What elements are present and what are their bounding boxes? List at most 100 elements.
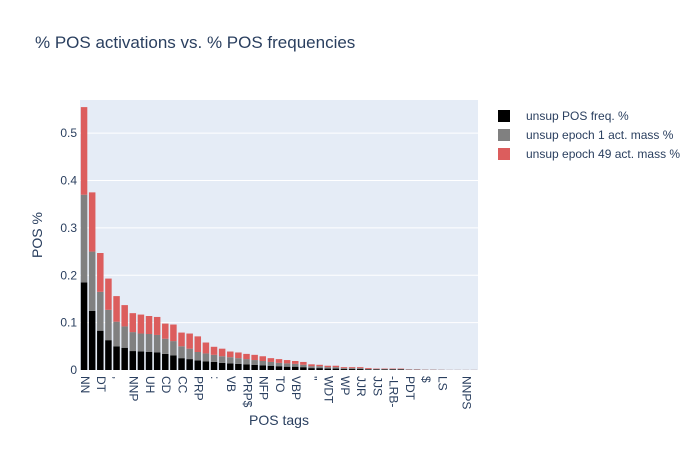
bar-segment[interactable] [178, 332, 185, 347]
bar-segment[interactable] [332, 365, 340, 368]
bar-segment[interactable] [137, 314, 145, 334]
bar-segment[interactable] [105, 340, 112, 370]
bar-segment[interactable] [170, 355, 177, 370]
bar-segment[interactable] [259, 361, 267, 366]
bar-segment[interactable] [121, 305, 128, 327]
bar-segment[interactable] [129, 332, 137, 352]
bar-segment[interactable] [121, 347, 128, 370]
bar-segment[interactable] [340, 368, 348, 370]
bar-segment[interactable] [267, 365, 275, 370]
bar-segment[interactable] [129, 351, 137, 370]
bar-segment[interactable] [348, 369, 356, 370]
bar-segment[interactable] [308, 368, 315, 370]
bar-segment[interactable] [178, 346, 185, 359]
bar-segment[interactable] [291, 361, 299, 364]
bar-segment[interactable] [283, 360, 291, 364]
bar-segment[interactable] [283, 366, 291, 370]
bar-segment[interactable] [153, 316, 161, 335]
bar-segment[interactable] [251, 364, 258, 370]
bar-segment[interactable] [88, 310, 96, 370]
bar-segment[interactable] [348, 367, 356, 369]
bar-segment[interactable] [137, 333, 145, 352]
bar-segment[interactable] [324, 365, 331, 368]
bar-segment[interactable] [80, 194, 88, 283]
bar-segment[interactable] [324, 367, 331, 369]
bar-segment[interactable] [227, 351, 234, 358]
bar-segment[interactable] [235, 352, 242, 359]
bar-segment[interactable] [243, 353, 250, 360]
bar-segment[interactable] [170, 324, 177, 342]
bar-segment[interactable] [80, 282, 88, 370]
bar-segment[interactable] [275, 362, 283, 367]
bar-segment[interactable] [308, 366, 315, 369]
bar-segment[interactable] [356, 367, 364, 369]
bar-segment[interactable] [340, 367, 348, 369]
bar-segment[interactable] [113, 346, 120, 370]
bar-segment[interactable] [275, 359, 283, 363]
bar-segment[interactable] [210, 361, 218, 370]
bar-segment[interactable] [186, 348, 193, 360]
bar-segment[interactable] [227, 363, 234, 370]
bar-segment[interactable] [243, 359, 250, 365]
bar-segment[interactable] [300, 361, 307, 365]
bar-segment[interactable] [105, 278, 112, 310]
bar-segment[interactable] [227, 357, 234, 364]
bar-segment[interactable] [97, 330, 104, 370]
bar-segment[interactable] [186, 359, 193, 370]
bar-segment[interactable] [129, 313, 137, 333]
bar-segment[interactable] [162, 323, 169, 339]
bar-segment[interactable] [316, 366, 323, 369]
bar-segment[interactable] [113, 296, 120, 322]
bar-segment[interactable] [97, 291, 104, 331]
bar-segment[interactable] [210, 354, 218, 362]
bar-segment[interactable] [162, 338, 169, 354]
bar-segment[interactable] [218, 356, 226, 363]
legend-item[interactable]: unsup epoch 49 act. mass % [498, 144, 680, 163]
bar-segment[interactable] [291, 363, 299, 367]
bar-segment[interactable] [88, 192, 96, 252]
bar-segment[interactable] [251, 354, 258, 361]
bar-segment[interactable] [145, 352, 153, 370]
bar-segment[interactable] [113, 321, 120, 347]
bar-segment[interactable] [348, 368, 356, 370]
bar-segment[interactable] [162, 353, 169, 370]
bar-segment[interactable] [316, 364, 323, 367]
bar-segment[interactable] [235, 358, 242, 364]
legend-item[interactable]: unsup epoch 1 act. mass % [498, 125, 680, 144]
bar-segment[interactable] [275, 366, 283, 370]
bar-segment[interactable] [105, 309, 112, 341]
bar-segment[interactable] [202, 342, 210, 354]
bar-segment[interactable] [332, 368, 340, 370]
bar-segment[interactable] [356, 369, 364, 370]
bar-segment[interactable] [153, 352, 161, 370]
bar-segment[interactable] [202, 361, 210, 370]
bar-segment[interactable] [356, 368, 364, 370]
bar-segment[interactable] [186, 333, 193, 349]
bar-segment[interactable] [267, 358, 275, 362]
bar-segment[interactable] [218, 362, 226, 370]
bar-segment[interactable] [235, 363, 242, 370]
bar-segment[interactable] [170, 341, 177, 356]
bar-segment[interactable] [259, 365, 267, 370]
bar-segment[interactable] [194, 352, 202, 361]
bar-segment[interactable] [308, 364, 315, 367]
bar-segment[interactable] [80, 107, 88, 195]
bar-segment[interactable] [202, 353, 210, 362]
bar-segment[interactable] [194, 336, 202, 352]
bar-segment[interactable] [88, 251, 96, 311]
bar-segment[interactable] [194, 360, 202, 370]
bar-segment[interactable] [340, 369, 348, 370]
bar-segment[interactable] [259, 356, 267, 361]
bar-segment[interactable] [251, 360, 258, 365]
bar-segment[interactable] [283, 363, 291, 367]
bar-segment[interactable] [316, 368, 323, 370]
bar-segment[interactable] [365, 368, 372, 370]
bar-segment[interactable] [243, 364, 250, 370]
bar-segment[interactable] [267, 361, 275, 366]
bar-segment[interactable] [300, 364, 307, 368]
legend-item[interactable]: unsup POS freq. % [498, 106, 680, 125]
bar-segment[interactable] [324, 368, 331, 370]
bar-segment[interactable] [145, 316, 153, 334]
bar-segment[interactable] [137, 351, 145, 370]
bar-segment[interactable] [153, 334, 161, 353]
